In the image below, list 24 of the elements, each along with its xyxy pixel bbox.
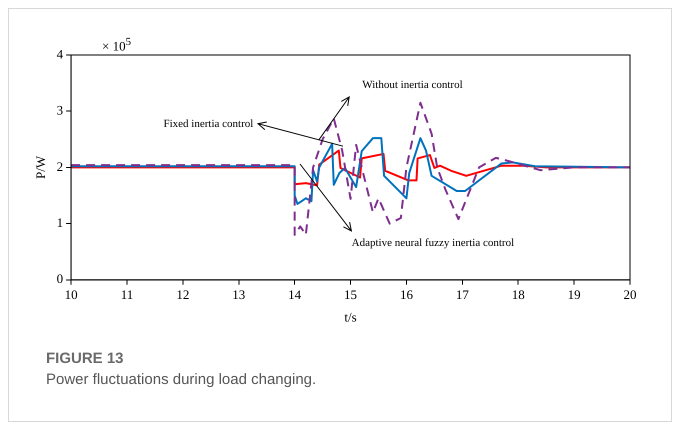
text: Power fluctuations during load changing. xyxy=(46,371,316,388)
x-tick-label: 12 xyxy=(176,287,190,302)
annotation: Adaptive neural fuzzy inertia control xyxy=(352,236,514,250)
y-tick-label: 2 xyxy=(56,158,64,174)
x-tick-label: 10 xyxy=(64,287,78,302)
x-axis-title: t/s xyxy=(344,310,357,325)
y-tick-label: 4 xyxy=(56,46,64,62)
x-tick-label: 20 xyxy=(624,287,636,302)
x-tick-label: 15 xyxy=(344,287,358,302)
annotation: Fixed inertia control xyxy=(164,118,254,132)
y-tick-label: 0 xyxy=(56,271,64,286)
x-tick-label: 17 xyxy=(456,287,470,302)
x-tick-label: 14 xyxy=(288,287,302,302)
x-tick-label: 18 xyxy=(512,287,525,302)
annotation: Without inertia control xyxy=(362,79,463,92)
x-tick-label: 19 xyxy=(568,287,581,302)
x-tick-label: 13 xyxy=(232,287,246,302)
y-tick-label: 3 xyxy=(56,102,64,118)
caption: FIGURE 13 xyxy=(46,350,125,367)
y-axis-title: P/W xyxy=(33,155,48,179)
x-tick-label: 16 xyxy=(400,287,414,302)
x-tick-label: 11 xyxy=(120,287,134,302)
text: × 10$^{5}$ xyxy=(102,36,132,54)
y-tick-label: 1 xyxy=(56,215,64,230)
